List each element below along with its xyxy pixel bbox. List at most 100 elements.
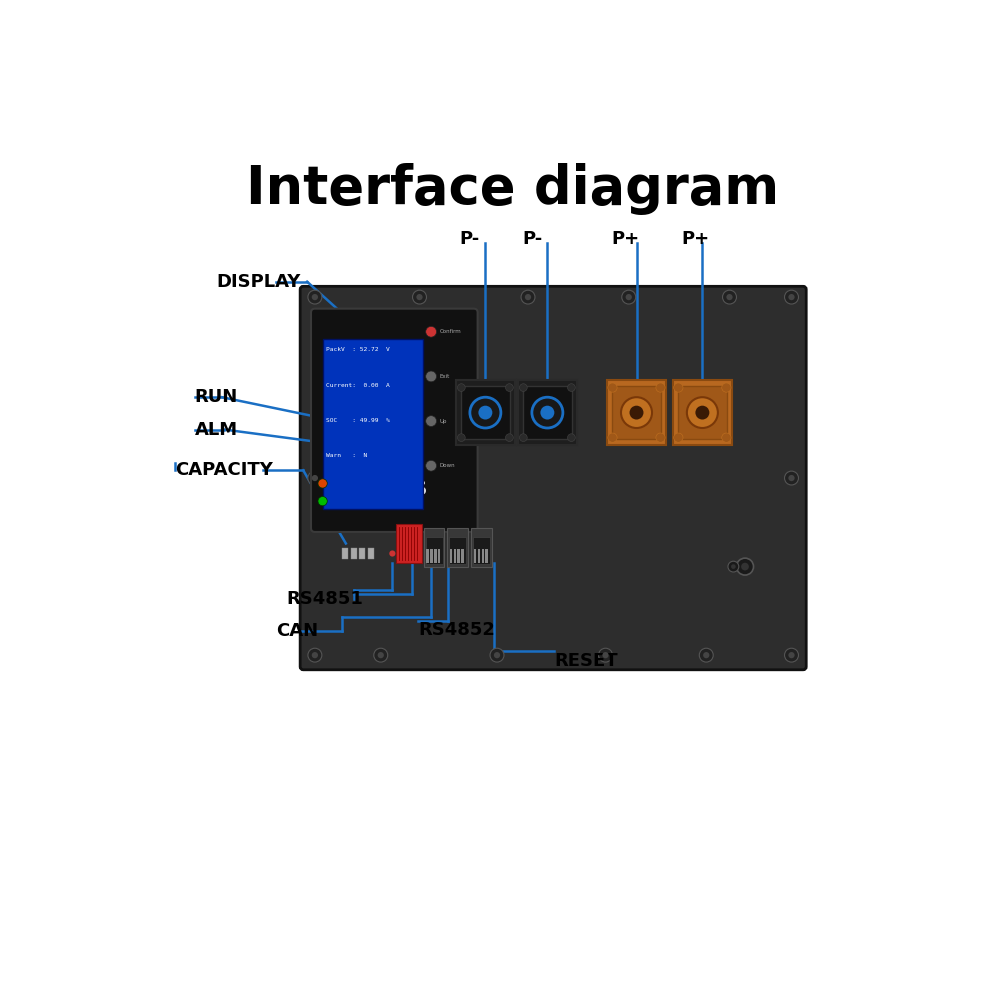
Bar [450,549,452,563]
Circle shape [308,290,322,304]
Circle shape [470,397,501,428]
Circle shape [608,383,617,392]
Circle shape [621,397,652,428]
Text: SOC    : 49.99  %: SOC : 49.99 % [326,418,389,423]
Circle shape [318,479,327,488]
Bar [454,549,456,563]
Circle shape [741,563,749,570]
Circle shape [736,558,754,575]
Bar [434,549,437,563]
Bar [424,528,444,567]
Circle shape [630,406,643,420]
Bar [359,548,365,559]
Circle shape [426,416,437,426]
Circle shape [723,290,736,304]
Circle shape [726,294,733,300]
Circle shape [785,648,798,662]
Text: Confirm: Confirm [440,329,461,334]
Bar [482,549,484,563]
Circle shape [525,294,531,300]
Bar [678,386,727,439]
Text: Warn   :  N: Warn : N [326,453,367,458]
Text: Current:  0.00  A: Current: 0.00 A [326,383,389,388]
Circle shape [532,397,563,428]
Bar [457,549,460,563]
Text: PackV  : 52.72  V: PackV : 52.72 V [326,347,389,352]
Circle shape [731,564,736,569]
Circle shape [519,434,527,441]
FancyBboxPatch shape [311,309,478,532]
Circle shape [308,471,322,485]
Circle shape [599,648,612,662]
Circle shape [312,475,318,481]
Text: CAPACITY: CAPACITY [175,461,273,479]
Circle shape [722,433,731,442]
Text: Up: Up [440,419,447,424]
Text: ALM: ALM [195,421,238,439]
Circle shape [788,475,795,481]
Bar [438,549,440,563]
Bar [368,548,374,559]
Circle shape [656,433,665,442]
Circle shape [426,460,437,471]
Circle shape [413,290,426,304]
Bar [673,380,732,445]
Bar [351,548,357,559]
Circle shape [457,434,465,441]
Bar [607,380,666,445]
Circle shape [416,294,423,300]
Text: RS4851: RS4851 [286,590,363,608]
Bar [461,549,464,563]
Bar [456,380,515,445]
Text: Interface diagram: Interface diagram [246,163,779,215]
Text: RESET: RESET [554,652,618,670]
Circle shape [626,294,632,300]
Circle shape [506,384,513,391]
Text: P-: P- [460,230,480,248]
Text: P+: P+ [612,230,640,248]
Circle shape [389,550,395,557]
Bar [426,549,429,563]
Circle shape [788,652,795,658]
Bar [342,548,348,559]
Circle shape [374,648,388,662]
Text: RUN: RUN [195,388,238,406]
Circle shape [540,406,554,420]
Circle shape [785,290,798,304]
Circle shape [695,406,709,420]
Bar [485,549,488,563]
Circle shape [722,383,731,392]
Circle shape [568,434,575,441]
Circle shape [699,648,713,662]
Bar [447,528,468,567]
Text: DISPLAY: DISPLAY [216,273,301,291]
Circle shape [378,652,384,658]
Circle shape [506,434,513,441]
Text: P-: P- [523,230,543,248]
Circle shape [478,406,492,420]
Circle shape [674,383,683,392]
Text: RS4852: RS4852 [418,621,495,639]
Circle shape [622,290,636,304]
Circle shape [457,384,465,391]
Circle shape [788,294,795,300]
Circle shape [318,497,327,506]
Circle shape [426,371,437,382]
Circle shape [602,652,609,658]
Circle shape [494,652,500,658]
Bar [473,537,490,564]
Bar [471,528,492,567]
Bar [478,549,480,563]
Text: Down: Down [440,463,455,468]
Circle shape [656,383,665,392]
Bar [396,524,422,563]
Circle shape [521,290,535,304]
Circle shape [703,652,709,658]
Circle shape [687,397,718,428]
Text: ADS: ADS [383,480,428,499]
Bar [426,537,443,564]
Circle shape [312,294,318,300]
Circle shape [426,326,437,337]
Text: P+: P+ [681,230,710,248]
Circle shape [490,648,504,662]
